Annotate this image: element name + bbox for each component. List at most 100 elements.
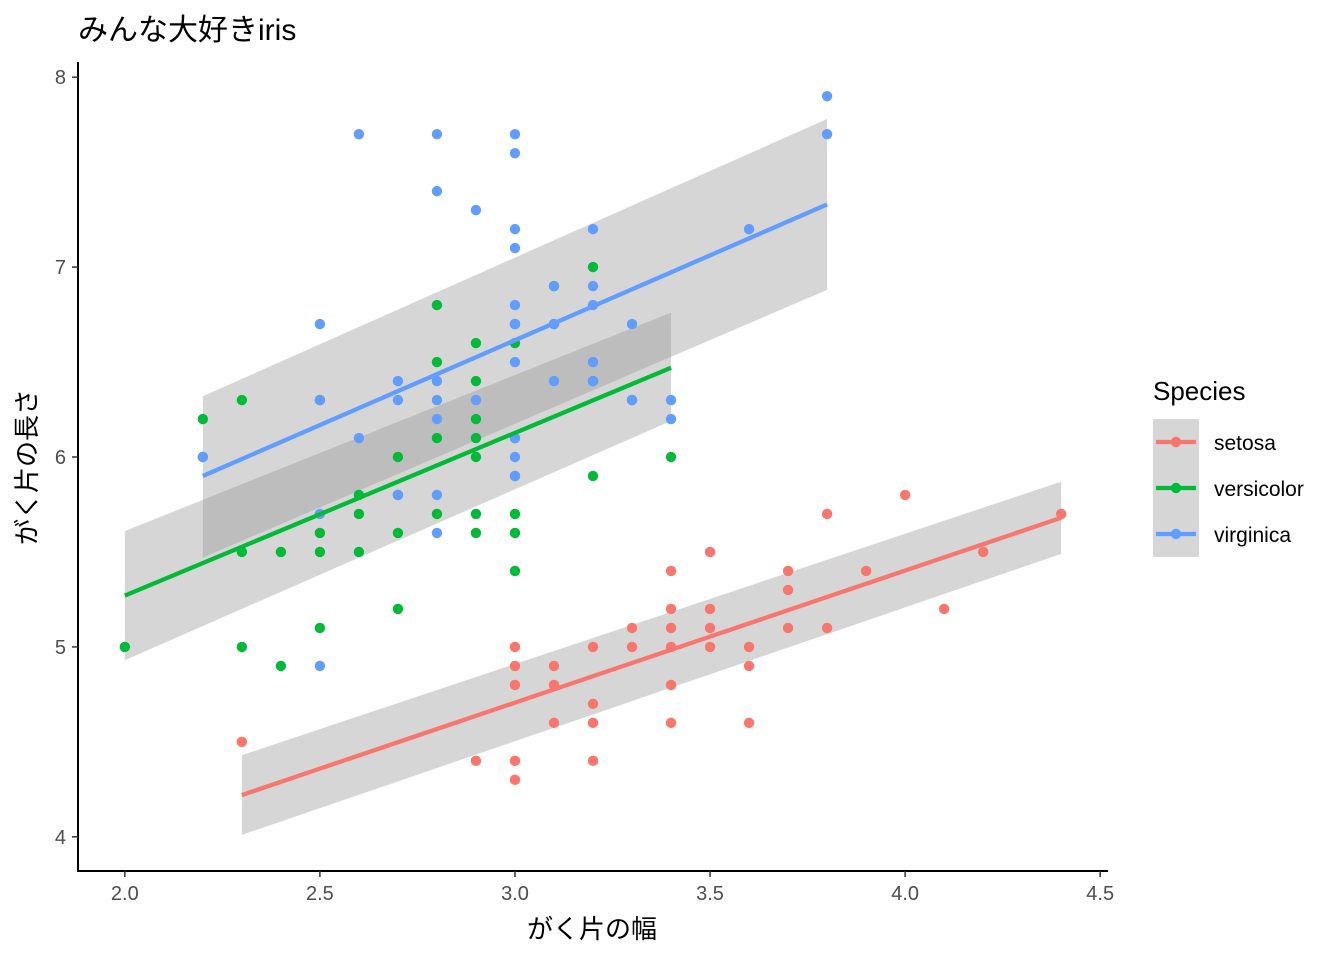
point-setosa [860, 565, 872, 577]
point-virginica [587, 375, 599, 387]
point-versicolor [392, 451, 404, 463]
point-setosa [704, 622, 716, 634]
point-setosa [665, 622, 677, 634]
point-setosa [899, 489, 911, 501]
point-setosa [587, 717, 599, 729]
point-setosa [665, 717, 677, 729]
point-versicolor [392, 527, 404, 539]
point-versicolor [509, 508, 521, 520]
point-setosa [821, 622, 833, 634]
point-versicolor [470, 413, 482, 425]
point-versicolor [587, 261, 599, 273]
point-versicolor [431, 432, 443, 444]
point-setosa [665, 565, 677, 577]
point-virginica [431, 375, 443, 387]
data-points [119, 90, 1067, 786]
point-virginica [626, 394, 638, 406]
point-setosa [626, 622, 638, 634]
point-virginica [314, 394, 326, 406]
point-setosa [782, 565, 794, 577]
point-virginica [509, 223, 521, 235]
point-setosa [938, 603, 950, 615]
point-setosa [821, 508, 833, 520]
point-virginica [392, 375, 404, 387]
point-virginica [392, 394, 404, 406]
point-setosa [665, 603, 677, 615]
point-virginica [509, 318, 521, 330]
point-virginica [431, 413, 443, 425]
fit-line-virginica [201, 202, 828, 478]
point-versicolor [236, 394, 248, 406]
point-virginica [431, 394, 443, 406]
point-virginica [821, 90, 833, 102]
y-tick-label: 7 [55, 257, 66, 279]
point-setosa [743, 717, 755, 729]
point-virginica [665, 413, 677, 425]
point-versicolor [509, 527, 521, 539]
point-virginica [743, 223, 755, 235]
x-tick-label: 2.0 [111, 883, 139, 905]
point-versicolor [197, 413, 209, 425]
y-tick-label: 8 [55, 67, 66, 89]
point-virginica [431, 185, 443, 197]
point-versicolor [587, 470, 599, 482]
y-axis-title: がく片の長さ [12, 389, 42, 545]
point-virginica [509, 451, 521, 463]
point-setosa [782, 584, 794, 596]
point-virginica [314, 318, 326, 330]
point-versicolor [392, 603, 404, 615]
y-tick-label: 4 [55, 827, 66, 849]
point-setosa [236, 736, 248, 748]
point-virginica [470, 204, 482, 216]
point-versicolor [665, 451, 677, 463]
point-versicolor [236, 641, 248, 653]
point-virginica [509, 147, 521, 159]
point-setosa [509, 755, 521, 767]
point-setosa [665, 679, 677, 691]
point-versicolor [314, 546, 326, 558]
point-setosa [626, 641, 638, 653]
fit-line-setosa [241, 515, 1062, 798]
point-versicolor [470, 451, 482, 463]
x-tick-label: 2.5 [306, 883, 334, 905]
legend: Species setosa versicolor virginica [1153, 376, 1304, 557]
y-tick-label: 6 [55, 447, 66, 469]
point-setosa [977, 546, 989, 558]
point-versicolor [470, 375, 482, 387]
point-setosa [782, 622, 794, 634]
point-versicolor [314, 527, 326, 539]
point-virginica [665, 394, 677, 406]
point-setosa [743, 660, 755, 672]
point-setosa [587, 641, 599, 653]
point-virginica [314, 660, 326, 672]
x-tick-label: 3.0 [501, 883, 529, 905]
chart-title: みんな大好きiris [78, 14, 296, 47]
point-versicolor [275, 660, 287, 672]
point-virginica [431, 489, 443, 501]
point-setosa [509, 679, 521, 691]
point-virginica [197, 451, 209, 463]
point-virginica [509, 356, 521, 368]
axes: 2.0 2.5 3.0 3.5 4.0 4.5 4 5 6 7 8 [55, 62, 1114, 905]
point-setosa [743, 641, 755, 653]
x-tick-label: 3.5 [696, 883, 724, 905]
point-virginica [392, 489, 404, 501]
point-setosa [548, 717, 560, 729]
point-virginica [431, 527, 443, 539]
point-setosa [470, 755, 482, 767]
point-virginica [587, 356, 599, 368]
point-setosa [704, 546, 716, 558]
point-virginica [353, 128, 365, 140]
point-virginica [587, 280, 599, 292]
point-virginica [509, 470, 521, 482]
point-versicolor [431, 356, 443, 368]
point-versicolor [509, 565, 521, 577]
confidence-band-versicolor [124, 312, 672, 661]
point-versicolor [431, 508, 443, 520]
regression-lines [123, 202, 1062, 798]
x-tick-label: 4.0 [891, 883, 919, 905]
point-versicolor [470, 527, 482, 539]
point-versicolor [353, 546, 365, 558]
point-virginica [548, 280, 560, 292]
